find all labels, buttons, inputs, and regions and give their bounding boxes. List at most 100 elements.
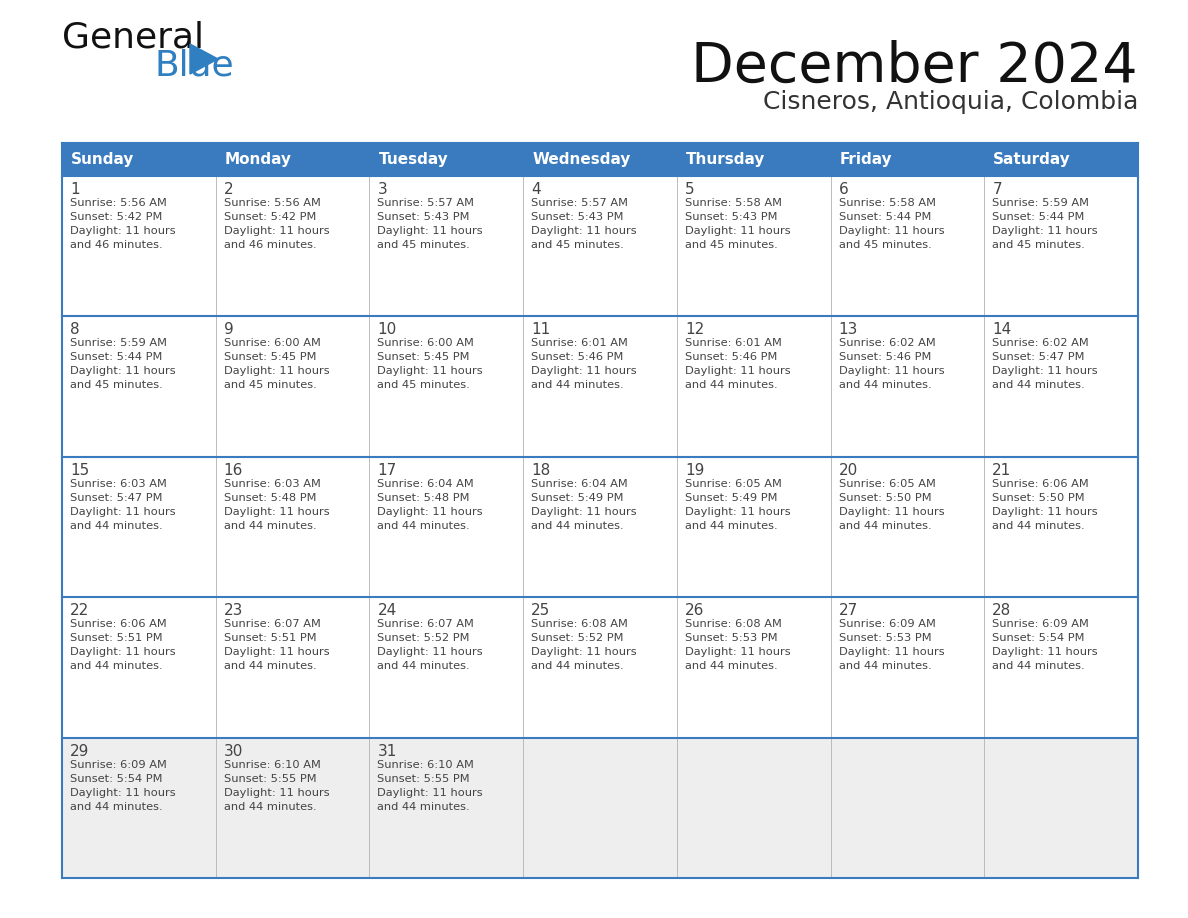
Text: Sunrise: 6:07 AM: Sunrise: 6:07 AM — [223, 620, 321, 629]
Text: and 44 minutes.: and 44 minutes. — [378, 521, 470, 531]
Text: Daylight: 11 hours: Daylight: 11 hours — [684, 647, 790, 657]
Bar — [677, 143, 830, 176]
Text: 27: 27 — [839, 603, 858, 618]
Text: Daylight: 11 hours: Daylight: 11 hours — [531, 226, 637, 236]
Text: and 44 minutes.: and 44 minutes. — [531, 661, 624, 671]
Text: December 2024: December 2024 — [691, 40, 1138, 94]
Text: 21: 21 — [992, 463, 1011, 477]
Text: and 46 minutes.: and 46 minutes. — [223, 240, 316, 250]
Text: Sunset: 5:45 PM: Sunset: 5:45 PM — [223, 353, 316, 363]
Text: Sunrise: 6:08 AM: Sunrise: 6:08 AM — [531, 620, 628, 629]
Text: Sunset: 5:42 PM: Sunset: 5:42 PM — [70, 212, 163, 222]
Text: Sunset: 5:51 PM: Sunset: 5:51 PM — [223, 633, 316, 644]
Text: 13: 13 — [839, 322, 858, 338]
Text: and 45 minutes.: and 45 minutes. — [70, 380, 163, 390]
Text: Sunrise: 5:56 AM: Sunrise: 5:56 AM — [223, 198, 321, 208]
Bar — [62, 176, 1138, 317]
Text: Sunrise: 6:04 AM: Sunrise: 6:04 AM — [531, 479, 628, 488]
Text: and 44 minutes.: and 44 minutes. — [378, 661, 470, 671]
Text: Daylight: 11 hours: Daylight: 11 hours — [839, 366, 944, 376]
Text: Sunrise: 6:00 AM: Sunrise: 6:00 AM — [378, 339, 474, 349]
Text: and 44 minutes.: and 44 minutes. — [992, 661, 1085, 671]
Text: 1: 1 — [70, 182, 80, 197]
Text: Sunset: 5:44 PM: Sunset: 5:44 PM — [992, 212, 1085, 222]
Text: 20: 20 — [839, 463, 858, 477]
Text: Sunrise: 6:06 AM: Sunrise: 6:06 AM — [70, 620, 166, 629]
Text: Sunset: 5:48 PM: Sunset: 5:48 PM — [223, 493, 316, 503]
Text: Daylight: 11 hours: Daylight: 11 hours — [684, 366, 790, 376]
Text: Sunset: 5:53 PM: Sunset: 5:53 PM — [839, 633, 931, 644]
Text: Sunset: 5:49 PM: Sunset: 5:49 PM — [684, 493, 777, 503]
Text: and 44 minutes.: and 44 minutes. — [992, 521, 1085, 531]
Text: Sunrise: 6:07 AM: Sunrise: 6:07 AM — [378, 620, 474, 629]
Text: 24: 24 — [378, 603, 397, 618]
Text: Sunrise: 5:57 AM: Sunrise: 5:57 AM — [531, 198, 628, 208]
Text: and 45 minutes.: and 45 minutes. — [684, 240, 778, 250]
Text: Sunset: 5:50 PM: Sunset: 5:50 PM — [839, 493, 931, 503]
Text: and 45 minutes.: and 45 minutes. — [531, 240, 624, 250]
Text: 30: 30 — [223, 744, 244, 758]
Text: Sunrise: 6:01 AM: Sunrise: 6:01 AM — [531, 339, 628, 349]
Text: Daylight: 11 hours: Daylight: 11 hours — [70, 507, 176, 517]
Text: and 45 minutes.: and 45 minutes. — [839, 240, 931, 250]
Bar — [369, 143, 523, 176]
Text: Daylight: 11 hours: Daylight: 11 hours — [378, 226, 484, 236]
Text: Sunset: 5:47 PM: Sunset: 5:47 PM — [70, 493, 163, 503]
Text: Sunrise: 5:58 AM: Sunrise: 5:58 AM — [684, 198, 782, 208]
Text: Wednesday: Wednesday — [532, 152, 631, 167]
Text: 2: 2 — [223, 182, 233, 197]
Text: Sunrise: 5:59 AM: Sunrise: 5:59 AM — [70, 339, 168, 349]
Text: and 44 minutes.: and 44 minutes. — [839, 380, 931, 390]
Text: Sunset: 5:47 PM: Sunset: 5:47 PM — [992, 353, 1085, 363]
Text: Sunset: 5:48 PM: Sunset: 5:48 PM — [378, 493, 470, 503]
Bar — [62, 598, 1138, 737]
Text: Sunset: 5:46 PM: Sunset: 5:46 PM — [684, 353, 777, 363]
Text: Sunset: 5:46 PM: Sunset: 5:46 PM — [531, 353, 624, 363]
Text: Sunset: 5:42 PM: Sunset: 5:42 PM — [223, 212, 316, 222]
Text: Daylight: 11 hours: Daylight: 11 hours — [378, 647, 484, 657]
Text: and 44 minutes.: and 44 minutes. — [839, 521, 931, 531]
Text: Daylight: 11 hours: Daylight: 11 hours — [378, 788, 484, 798]
Text: 18: 18 — [531, 463, 550, 477]
Text: and 45 minutes.: and 45 minutes. — [992, 240, 1085, 250]
Text: Daylight: 11 hours: Daylight: 11 hours — [684, 507, 790, 517]
Text: Cisneros, Antioquia, Colombia: Cisneros, Antioquia, Colombia — [763, 90, 1138, 114]
Text: 8: 8 — [70, 322, 80, 338]
Text: Daylight: 11 hours: Daylight: 11 hours — [223, 507, 329, 517]
Text: Daylight: 11 hours: Daylight: 11 hours — [839, 507, 944, 517]
Text: and 44 minutes.: and 44 minutes. — [684, 380, 777, 390]
Text: 16: 16 — [223, 463, 244, 477]
Bar — [985, 143, 1138, 176]
Text: 17: 17 — [378, 463, 397, 477]
Text: Daylight: 11 hours: Daylight: 11 hours — [223, 647, 329, 657]
Text: Sunrise: 5:56 AM: Sunrise: 5:56 AM — [70, 198, 166, 208]
Text: and 44 minutes.: and 44 minutes. — [223, 521, 316, 531]
Text: Daylight: 11 hours: Daylight: 11 hours — [839, 226, 944, 236]
Text: Daylight: 11 hours: Daylight: 11 hours — [684, 226, 790, 236]
Text: and 44 minutes.: and 44 minutes. — [223, 661, 316, 671]
Text: Sunset: 5:46 PM: Sunset: 5:46 PM — [839, 353, 931, 363]
Bar — [523, 143, 677, 176]
Text: Daylight: 11 hours: Daylight: 11 hours — [992, 647, 1098, 657]
Text: and 44 minutes.: and 44 minutes. — [70, 661, 163, 671]
Text: Monday: Monday — [225, 152, 292, 167]
Text: and 44 minutes.: and 44 minutes. — [531, 380, 624, 390]
Text: and 44 minutes.: and 44 minutes. — [839, 661, 931, 671]
Text: 23: 23 — [223, 603, 244, 618]
Text: 19: 19 — [684, 463, 704, 477]
Text: 4: 4 — [531, 182, 541, 197]
Text: and 44 minutes.: and 44 minutes. — [378, 801, 470, 812]
Text: and 44 minutes.: and 44 minutes. — [531, 521, 624, 531]
Text: Thursday: Thursday — [685, 152, 765, 167]
Text: 10: 10 — [378, 322, 397, 338]
Text: 6: 6 — [839, 182, 848, 197]
Text: Sunset: 5:50 PM: Sunset: 5:50 PM — [992, 493, 1085, 503]
Text: Sunrise: 6:10 AM: Sunrise: 6:10 AM — [378, 759, 474, 769]
Text: and 45 minutes.: and 45 minutes. — [223, 380, 316, 390]
Text: Sunrise: 6:05 AM: Sunrise: 6:05 AM — [839, 479, 935, 488]
Text: Sunrise: 6:09 AM: Sunrise: 6:09 AM — [70, 759, 166, 769]
Text: 14: 14 — [992, 322, 1011, 338]
Text: Sunrise: 6:09 AM: Sunrise: 6:09 AM — [839, 620, 935, 629]
Text: Sunrise: 6:03 AM: Sunrise: 6:03 AM — [223, 479, 321, 488]
Text: Daylight: 11 hours: Daylight: 11 hours — [531, 507, 637, 517]
